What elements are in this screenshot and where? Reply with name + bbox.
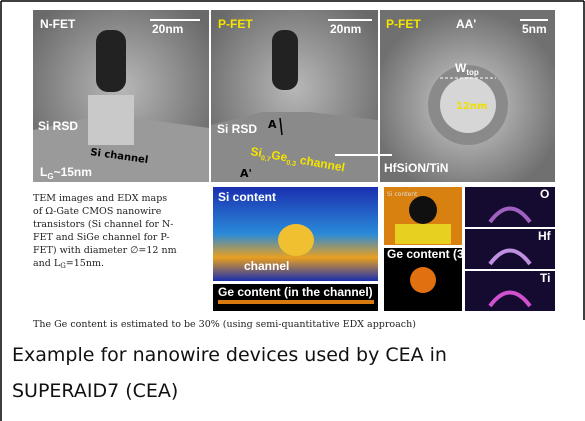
caption-line: of Ω-Gate CMOS nanowire	[33, 206, 162, 217]
label: P-FET	[218, 17, 253, 31]
caption-line: transistors (Si channel for N-	[33, 219, 174, 230]
label: Si RSD	[38, 119, 78, 133]
label: Ti	[540, 271, 550, 285]
caption: TEM images and EDX maps of Ω-Gate CMOS n…	[33, 193, 177, 270]
label: HfSiON/TiN	[384, 161, 448, 175]
caption-line: FET) with diameter ∅=12 nm	[33, 245, 177, 256]
edx-maps: Si content channel Ge content (in the ch…	[213, 187, 555, 311]
label: Si RSD	[217, 122, 257, 136]
label: N-FET	[40, 17, 76, 31]
caption-line: and LG=15nm.	[33, 258, 104, 270]
scale: 5nm	[522, 22, 547, 36]
label: O	[540, 187, 549, 201]
label: Ge content (in the channel)	[218, 285, 373, 299]
label: 12nm	[456, 101, 487, 112]
label: Si content	[387, 191, 418, 198]
slide: N-FET 20nm Si RSD Si channel LG~15nm P-F…	[0, 0, 585, 421]
label: A	[268, 118, 277, 131]
label: Hf	[538, 229, 552, 243]
label: A'	[240, 167, 252, 180]
footer-line: SUPERAID7 (CEA)	[12, 380, 178, 402]
nfet-image: N-FET 20nm Si RSD Si channel LG~15nm	[33, 10, 209, 182]
label: AA'	[456, 17, 476, 31]
label: Si content	[218, 190, 276, 204]
footer-line: Example for nanowire devices used by CEA…	[12, 344, 447, 366]
note: The Ge content is estimated to be 30% (u…	[33, 319, 416, 330]
label: channel	[244, 259, 289, 273]
caption-line: TEM images and EDX maps	[33, 193, 167, 204]
scale: 20nm	[152, 22, 183, 36]
caption-line: FET and SiGe channel for P-	[33, 232, 169, 243]
pfet-image: P-FET 20nm Si RSD A Si0.7Ge0.3 channel A…	[211, 10, 378, 182]
label: P-FET	[386, 17, 421, 31]
scale: 20nm	[330, 22, 361, 36]
